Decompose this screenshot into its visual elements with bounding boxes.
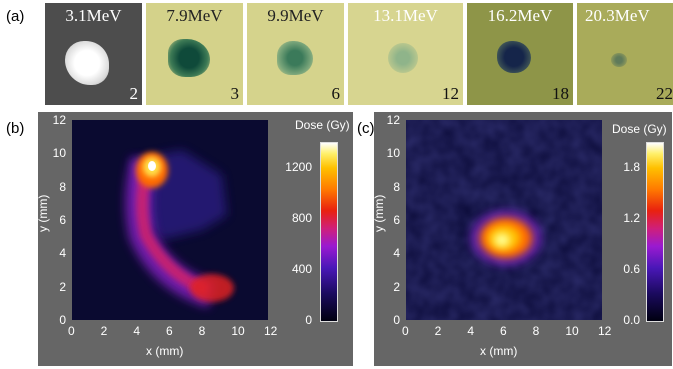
- panel-b-label: (b): [6, 120, 25, 137]
- film-3: 9.9MeV 6: [247, 3, 344, 105]
- panel_c-x-tick: 12: [598, 324, 612, 338]
- panel_c-y-tick: 6: [393, 213, 400, 227]
- film-number: 6: [331, 84, 341, 103]
- panel-c-colorbar-title: Dose (Gy): [612, 122, 667, 136]
- panel_c-x-tick: 0: [402, 324, 409, 338]
- panel-c-dose-map: [406, 120, 602, 320]
- panel-c-heatmap-svg: [406, 120, 602, 320]
- film-energy: 3.1MeV: [65, 6, 122, 25]
- panel_b-y-tick: 2: [59, 279, 66, 294]
- panel_b-y-tick: 10: [52, 146, 66, 161]
- film-energy: 16.2MeV: [487, 6, 553, 25]
- panel_b-colorbar-tick: 400: [291, 262, 312, 277]
- panel_c-colorbar-tick: 0.6: [623, 262, 640, 277]
- panel_c-colorbar-tick: 1.2: [623, 211, 640, 226]
- film-2: 7.9MeV 3: [146, 3, 243, 105]
- panel-c-label: (c): [357, 120, 375, 137]
- film-number: 18: [552, 84, 569, 103]
- film-spot: [611, 53, 627, 67]
- panel-b-figure: y (mm) x (mm) 0 2 4 6 8 10 12 0 2 4 6 8 10 12 Dose (…: [36, 112, 353, 366]
- panel_b-y-tick: 12: [52, 113, 66, 127]
- panel_b-colorbar-tick: 1200: [285, 160, 312, 175]
- film-number: 2: [129, 84, 139, 103]
- film-energy: 13.1MeV: [373, 6, 438, 25]
- panel_b-y-tick: 6: [59, 213, 66, 227]
- panel-c-xlabel: x (mm): [480, 344, 518, 358]
- film-spot: [65, 41, 109, 85]
- panel-c-colorbar: [646, 142, 664, 322]
- panel_c-y-tick: 4: [393, 246, 400, 261]
- panel-b-heatmap-svg: [72, 120, 268, 320]
- panel_b-colorbar-tick: 0: [305, 313, 312, 327]
- panel_c-x-tick: 6: [500, 324, 507, 338]
- panel_c-x-tick: 8: [532, 324, 540, 338]
- film-energy: 20.3MeV: [585, 6, 650, 25]
- panel_b-y-tick: 0: [59, 313, 66, 327]
- panel_b-colorbar-tick: 800: [291, 211, 312, 226]
- film-energy: 7.9MeV: [166, 6, 223, 25]
- film-number: 3: [230, 84, 240, 103]
- panel_c-y-tick: 12: [386, 113, 400, 127]
- panel-b-colorbar: [320, 142, 338, 322]
- film-spot: [388, 43, 418, 73]
- panel_b-x-tick: 2: [100, 324, 108, 338]
- panel_c-colorbar-tick: 0.0: [623, 313, 640, 327]
- panel-b-colorbar-title: Dose (Gy): [295, 118, 350, 132]
- panel_b-x-tick: 4: [133, 324, 141, 338]
- panel_c-x-tick: 10: [565, 324, 579, 338]
- panel_b-x-tick: 8: [198, 324, 206, 338]
- panel-a-label: (a): [6, 8, 25, 25]
- panel_c-x-tick: 4: [467, 324, 475, 338]
- film-6: 20.3MeV 22: [577, 3, 673, 105]
- panel_c-y-tick: 8: [393, 179, 400, 194]
- panel-b-dose-map: [72, 120, 268, 320]
- film-spot: [168, 39, 210, 77]
- panel_b-x-tick: 0: [68, 324, 75, 338]
- panel_c-y-tick: 2: [393, 279, 400, 294]
- panel_b-x-tick: 12: [264, 324, 278, 338]
- panel_b-x-tick: 6: [166, 324, 173, 338]
- panel_b-y-tick: 4: [59, 246, 66, 261]
- film-4: 13.1MeV 12: [348, 3, 463, 105]
- film-number: 22: [656, 84, 673, 103]
- panel-c-figure: y (mm) x (mm) 0 2 4 6 8 10 12 0 2 4 6 8 10 12 Dose (…: [372, 112, 672, 366]
- film-1: 3.1MeV 2: [45, 3, 142, 105]
- panel_c-x-tick: 2: [434, 324, 442, 338]
- panel_c-y-tick: 0: [393, 313, 400, 327]
- panel_c-colorbar-tick: 1.8: [623, 160, 640, 175]
- panel_c-y-tick: 10: [386, 146, 400, 161]
- film-energy: 9.9MeV: [267, 6, 324, 25]
- panel_b-y-tick: 8: [59, 179, 66, 194]
- film-5: 16.2MeV 18: [467, 3, 573, 105]
- film-spot: [277, 41, 313, 75]
- panel_b-x-tick: 10: [231, 324, 245, 338]
- film-spot: [497, 41, 531, 73]
- film-number: 12: [442, 84, 459, 103]
- panel-b-xlabel: x (mm): [146, 344, 184, 358]
